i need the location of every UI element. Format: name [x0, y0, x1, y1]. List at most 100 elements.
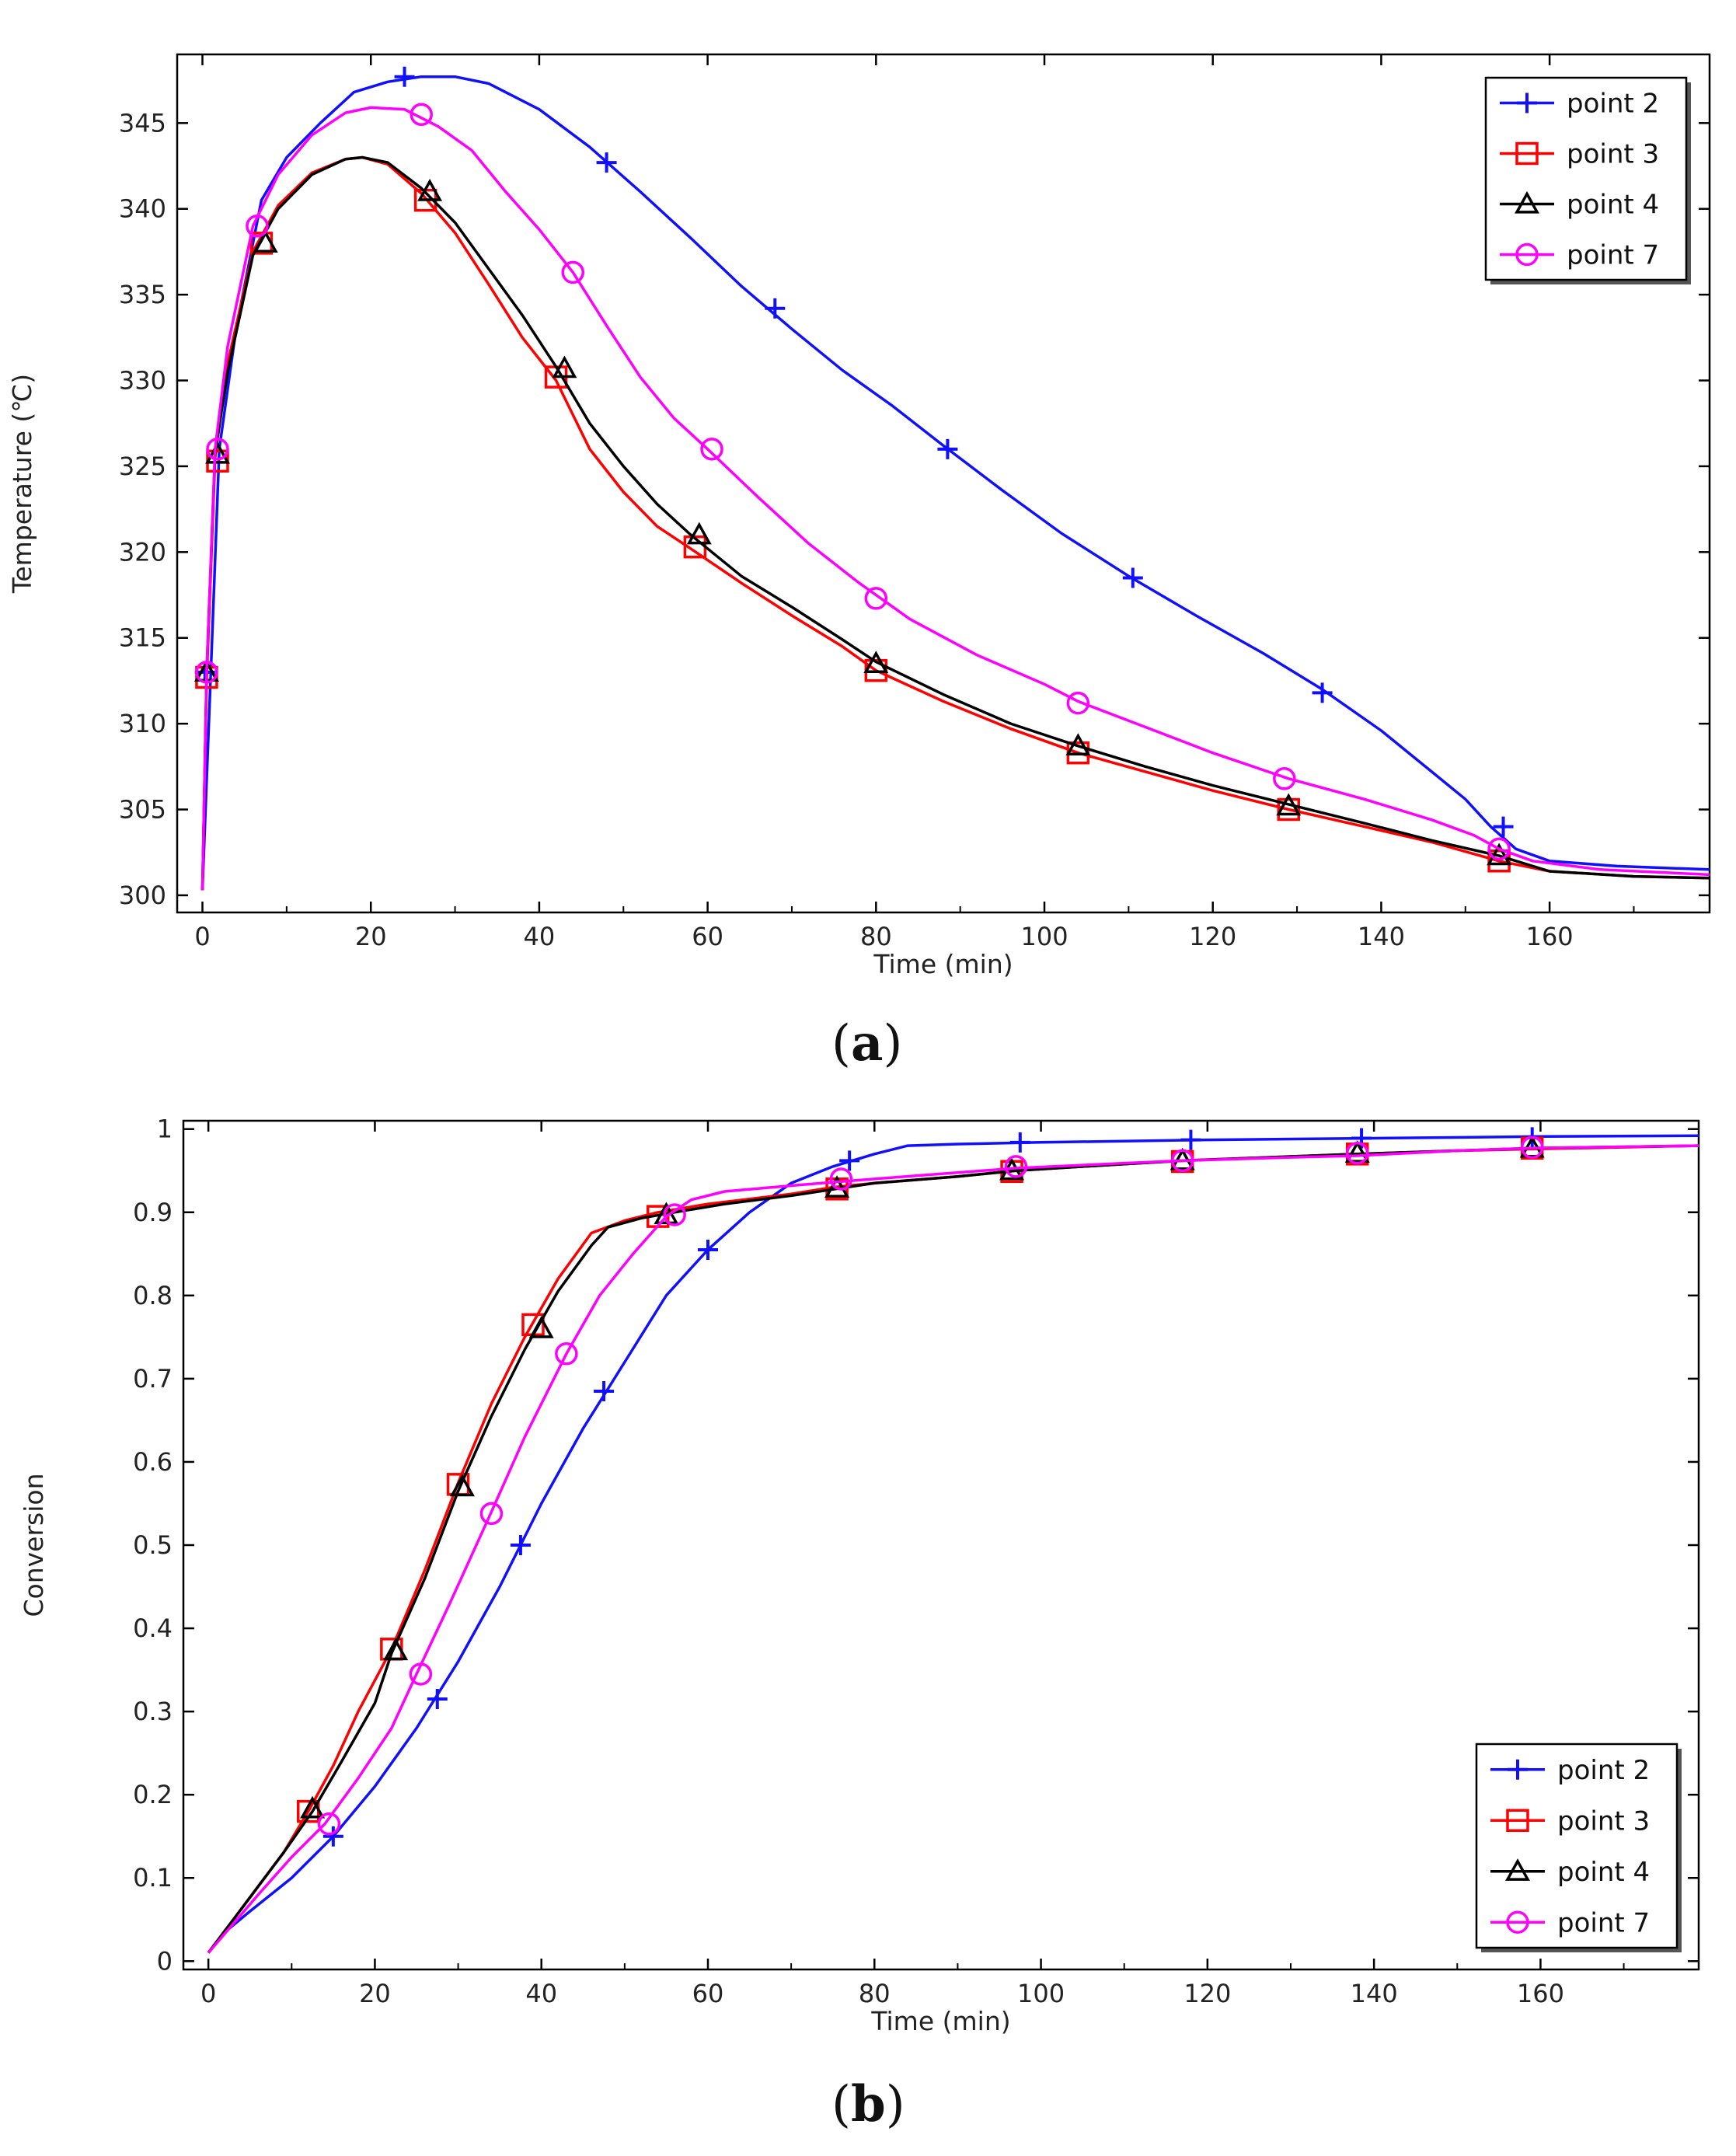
chart-b-ytick-label: 0 [157, 1946, 173, 1976]
chart-a-ytick-label: 300 [119, 881, 166, 910]
chart-b-marker-point4 [449, 1474, 475, 1497]
chart-a-xlabel: Time (min) [873, 949, 1013, 979]
chart-b-legend-marker-point7 [1506, 1910, 1529, 1934]
chart-a-ytick-label: 310 [119, 709, 166, 738]
chart-b-xtick-label: 0 [200, 1979, 216, 2008]
chart-b-ytick-label: 0.9 [133, 1198, 173, 1227]
chart-b-series-point7 [207, 1136, 1699, 1954]
chart-a-marker-point2 [1312, 682, 1333, 703]
chart-b-marker-point2 [839, 1150, 860, 1171]
chart-b-marker-point7 [409, 1662, 433, 1686]
chart-b-ytick-label: 0.4 [133, 1614, 173, 1643]
chart-a-legend-marker-point3 [1515, 141, 1539, 166]
panel-b-letter: b [850, 2075, 886, 2133]
chart-b-marker-point7 [663, 1203, 686, 1226]
chart-a-xtick-label: 140 [1358, 922, 1405, 951]
chart-a-xtick-label: 40 [524, 922, 556, 951]
chart-a-xtick-label: 160 [1526, 922, 1574, 951]
chart-b-legend-label-point4: point 4 [1557, 1857, 1650, 1888]
chart-a-ytick-label: 325 [119, 452, 166, 481]
chart-a-marker-point4 [253, 230, 278, 253]
chart-a-marker-point4 [417, 179, 443, 201]
chart-a-ytick-label: 335 [119, 280, 166, 309]
chart-a-marker-point4 [1065, 733, 1091, 755]
chart-b-xtick-label: 120 [1183, 1979, 1231, 2008]
chart-a-marker-point7 [1487, 837, 1511, 861]
panel-b-close-paren: ) [885, 2076, 905, 2133]
chart-b-xlabel: Time (min) [870, 2006, 1010, 2036]
chart-b-marker-point7 [1345, 1142, 1369, 1165]
chart-b-ytick-label: 0.3 [133, 1697, 173, 1726]
chart-a-ytick-label: 320 [119, 537, 166, 567]
chart-a-marker-point4 [1276, 793, 1302, 816]
panel-b-open-paren: ( [831, 2076, 851, 2133]
chart-a-legend-label-point3: point 3 [1567, 139, 1659, 170]
chart-b-marker-point4 [528, 1316, 554, 1338]
chart-b-legend-label-point2: point 2 [1557, 1755, 1650, 1786]
chart-b-marker-point4 [1344, 1140, 1370, 1163]
chart-a-marker-point7 [700, 438, 723, 461]
chart-a-ytick-label: 315 [119, 623, 166, 653]
chart-b-legend-label-point3: point 3 [1557, 1805, 1650, 1837]
chart-a-marker-point2 [937, 438, 958, 459]
chart-a-line-point3 [200, 155, 1710, 891]
chart-b-marker-point7 [1004, 1155, 1028, 1178]
chart-a-marker-point4 [205, 441, 230, 464]
chart-a-legend-label-point2: point 2 [1567, 89, 1659, 120]
chart-a-ytick-label: 345 [119, 108, 166, 138]
chart-a-legend-marker-point7 [1515, 242, 1539, 267]
chart-b-marker-point2 [594, 1380, 615, 1401]
chart-b-marker-point7 [479, 1502, 504, 1526]
chart-b-series-point2 [207, 1127, 1699, 1954]
chart-b-xtick-label: 40 [525, 1979, 557, 2008]
chart-b-marker-point2 [1009, 1132, 1030, 1153]
chart-b-ytick-label: 0.1 [133, 1863, 173, 1893]
chart-a-marker-point2 [1493, 816, 1514, 837]
chart-a-marker-point7 [1273, 767, 1296, 790]
chart-b-axes: 0 20 40 60 80 100 120 140 160 0 0.1 0.2 0.3 0.4 0.5 0.6… [19, 1115, 1700, 2036]
chart-a-marker-point2 [1122, 567, 1143, 588]
chart-b-ytick-label: 0.2 [133, 1780, 173, 1809]
chart-a-ytick-label: 305 [119, 795, 166, 825]
chart-a-marker-point7 [410, 103, 433, 127]
chart-a-marker-point7 [1066, 691, 1090, 715]
chart-a-marker-point2 [596, 152, 617, 173]
temperature-chart: 0 20 40 60 80 100 120 140 160 300 305 310 315 320 325 3… [7, 53, 1711, 979]
chart-b-ytick-label: 0.7 [133, 1364, 173, 1394]
chart-a-series-point7 [195, 103, 1710, 891]
chart-b-marker-point2 [322, 1826, 343, 1847]
chart-b-xtick-label: 80 [859, 1979, 891, 2008]
chart-b-marker-point4 [300, 1795, 326, 1819]
chart-b-ytick-label: 1 [157, 1115, 173, 1144]
chart-a-xtick-label: 60 [692, 922, 723, 951]
chart-a-legend: point 2 point 3 point 4 point 7 [1484, 76, 1691, 284]
chart-a-ytick-label: 340 [119, 194, 166, 224]
chart-b-marker-point4 [383, 1638, 409, 1661]
chart-a-xtick-label: 20 [355, 922, 387, 951]
chart-a-line-point7 [200, 106, 1710, 891]
panel-a-close-paren: ) [883, 1015, 903, 1073]
chart-a-series-point4 [193, 155, 1710, 891]
chart-b-ytick-label: 0.6 [133, 1447, 173, 1477]
chart-b-legend: point 2 point 3 point 4 point 7 [1475, 1743, 1682, 1952]
chart-a-legend-label-point4: point 4 [1567, 190, 1659, 221]
chart-b-xtick-label: 160 [1517, 1979, 1564, 2008]
chart-a-line-point4 [200, 155, 1710, 891]
chart-b-plot-area [182, 1119, 1700, 1971]
chart-a-marker-point7 [864, 587, 888, 610]
chart-a-xtick-label: 0 [194, 922, 210, 951]
chart-a-marker-point7 [206, 438, 229, 461]
chart-a-marker-point3 [1277, 797, 1300, 822]
chart-b-xtick-label: 20 [359, 1979, 391, 2008]
panel-a-open-paren: ( [831, 1015, 851, 1073]
chart-b-marker-point7 [1170, 1149, 1194, 1173]
chart-b-ylabel: Conversion [19, 1473, 49, 1617]
chart-a-marker-point2 [765, 298, 786, 319]
chart-a-marker-point4 [1487, 843, 1512, 866]
chart-b-legend-marker-point4 [1505, 1858, 1530, 1881]
chart-a-axes: 0 20 40 60 80 100 120 140 160 300 305 310 315 320 325 3… [7, 53, 1711, 979]
chart-a-marker-point4 [552, 355, 577, 379]
chart-b-marker-point7 [317, 1812, 341, 1836]
chart-b-legend-marker-point3 [1506, 1809, 1529, 1832]
chart-b-xtick-label: 100 [1017, 1979, 1065, 2008]
